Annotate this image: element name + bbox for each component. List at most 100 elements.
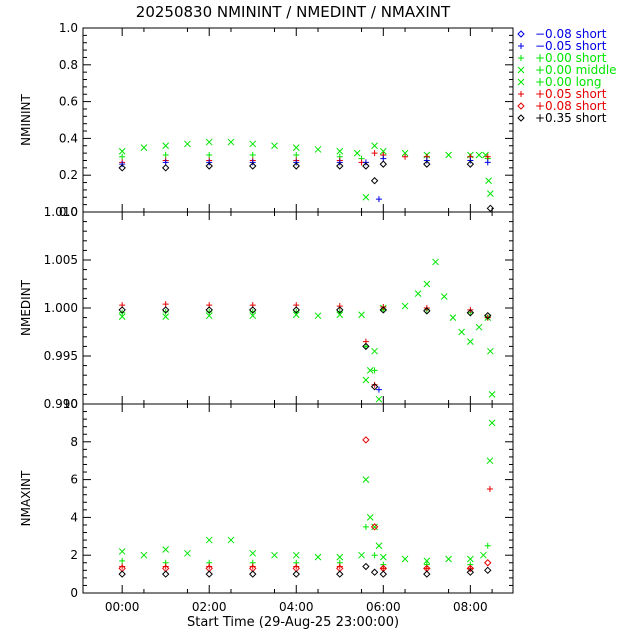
data-point <box>423 570 431 578</box>
series-group <box>119 155 491 203</box>
data-point <box>205 570 213 578</box>
panels: 0.0 0.2 0.4 0.6 0.8 1.0 NMININT 0.990 0.995 1.000… <box>19 21 514 614</box>
data-point <box>466 555 474 563</box>
series-group <box>118 306 492 391</box>
y-tick-label: 0.995 <box>44 349 78 363</box>
data-point <box>336 570 344 578</box>
x-tick-label: 08:00 <box>453 600 488 614</box>
series-group <box>118 138 494 201</box>
data-point <box>423 307 431 315</box>
data-point <box>371 552 378 559</box>
data-point <box>293 308 300 315</box>
data-point <box>292 570 300 578</box>
data-point <box>292 162 300 170</box>
data-point <box>271 142 278 150</box>
data-point <box>227 138 235 146</box>
data-point <box>362 376 370 384</box>
data-point <box>449 314 457 321</box>
y-tick-label: 0.0 <box>59 205 78 219</box>
data-point <box>293 151 300 158</box>
data-point <box>162 546 170 553</box>
data-point <box>362 162 370 170</box>
x-tick-label: 00:00 <box>105 600 140 614</box>
y-axis-label: NMININT <box>19 93 33 145</box>
y-tick-label: 2 <box>70 548 78 562</box>
data-point <box>466 309 475 317</box>
data-point <box>362 523 369 530</box>
data-point <box>162 313 170 320</box>
data-point <box>466 564 475 573</box>
data-point <box>432 258 439 266</box>
data-point <box>414 290 422 297</box>
data-point <box>371 142 378 150</box>
data-point <box>467 565 474 572</box>
data-point <box>486 204 495 213</box>
series-group <box>118 436 492 573</box>
panel-nminint: 0.0 0.2 0.4 0.6 0.8 1.0 NMININT <box>19 21 514 219</box>
data-point <box>205 312 213 320</box>
data-point <box>379 553 387 561</box>
data-point <box>314 553 322 561</box>
data-point <box>486 457 494 465</box>
data-point <box>401 302 409 310</box>
series-group <box>375 386 382 393</box>
data-point <box>379 147 387 155</box>
panel-nmaxint: 0 2 4 6 8 10 NMAXINT <box>19 397 514 600</box>
series-group <box>118 419 496 565</box>
x-tick-label: 06:00 <box>366 600 401 614</box>
data-point <box>292 144 300 151</box>
data-point <box>480 551 487 559</box>
data-point <box>119 563 126 570</box>
data-point <box>249 140 257 148</box>
data-point <box>366 367 374 374</box>
data-point <box>370 568 379 576</box>
data-point <box>161 306 170 314</box>
data-point <box>140 144 148 151</box>
data-point <box>379 306 388 314</box>
y-tick-label: 1.0 <box>59 21 78 35</box>
data-point <box>423 160 431 168</box>
data-point <box>484 314 491 321</box>
data-point <box>370 383 379 391</box>
data-point <box>249 306 257 314</box>
data-point <box>140 551 148 559</box>
legend-marker <box>517 114 525 122</box>
data-point <box>466 338 474 345</box>
data-point <box>475 323 483 331</box>
data-point <box>118 306 126 314</box>
data-point <box>206 308 213 315</box>
legend-label: −0.05 short <box>535 39 607 53</box>
data-point <box>205 138 213 146</box>
legend-marker <box>518 43 524 49</box>
y-tick-label: 1.010 <box>44 205 78 219</box>
data-point <box>379 570 388 578</box>
data-point <box>292 551 300 559</box>
y-tick-label: 0.990 <box>44 397 78 411</box>
data-point <box>271 551 278 559</box>
legend-label: −0.08 short <box>535 27 607 41</box>
data-point <box>353 149 361 157</box>
data-point <box>466 160 475 168</box>
data-point <box>336 306 344 314</box>
panel-nmedint: 0.990 0.995 1.000 1.005 1.010 NMEDINT <box>19 205 514 411</box>
series-group <box>119 523 491 568</box>
series-group <box>119 150 491 166</box>
data-point <box>336 308 343 315</box>
series-group <box>119 486 493 572</box>
data-point <box>379 160 388 168</box>
data-point <box>486 486 493 493</box>
data-point <box>488 419 496 427</box>
data-point <box>314 312 322 320</box>
panel-frame <box>82 27 514 213</box>
data-point <box>358 311 365 319</box>
data-point <box>249 549 257 557</box>
series-group <box>119 301 491 388</box>
legend-label: +0.08 short <box>535 99 607 113</box>
data-point <box>205 306 213 314</box>
data-point <box>162 563 169 570</box>
data-point <box>366 514 374 521</box>
data-point <box>487 347 494 355</box>
legend-marker <box>518 91 524 97</box>
data-point <box>119 153 126 160</box>
